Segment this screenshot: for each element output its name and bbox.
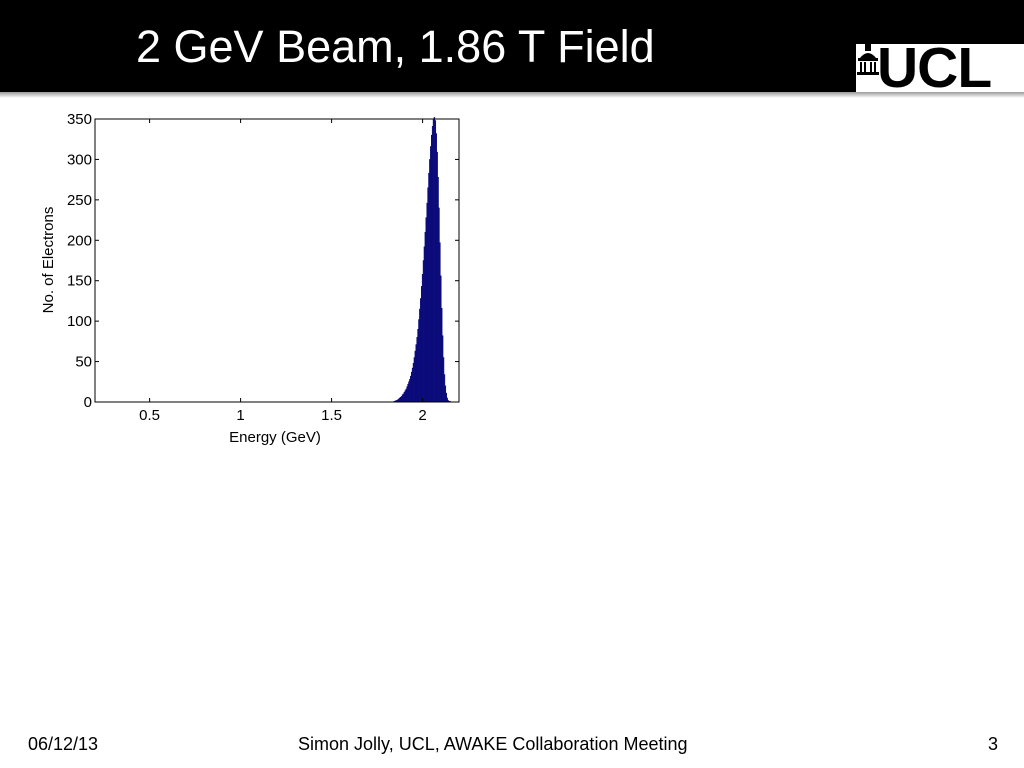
slide-title: 2 GeV Beam, 1.86 T Field <box>136 21 655 72</box>
page-number: 3 <box>988 734 999 754</box>
x-tick-label: 0.5 <box>139 407 160 424</box>
x-axis-label: Energy (GeV) <box>229 429 321 446</box>
y-tick-label: 250 <box>67 192 92 209</box>
y-tick-label: 350 <box>67 111 92 128</box>
x-axis-ticks: 0.5 1 1.5 2 <box>139 119 427 424</box>
plot-area <box>94 118 460 403</box>
portico-icon <box>857 44 879 75</box>
title-bar <box>0 0 1024 92</box>
x-tick-label: 1.5 <box>321 407 342 424</box>
ucl-logo: UCL <box>856 39 1024 97</box>
footer-date: 06/12/13 <box>28 734 99 754</box>
y-tick-label: 0 <box>84 394 92 411</box>
y-tick-label: 150 <box>67 273 92 290</box>
footer-author: Simon Jolly, UCL, AWAKE Collaboration Me… <box>298 734 688 754</box>
plot-border <box>94 118 460 403</box>
x-tick-label: 1 <box>236 407 244 424</box>
y-tick-label: 300 <box>67 151 92 168</box>
energy-histogram: 0.5 1 1.5 2 0 50 100 150 200 250 300 350 Energy (G… <box>40 111 460 446</box>
y-tick-label: 100 <box>67 313 92 330</box>
x-tick-label: 2 <box>418 407 426 424</box>
y-tick-label: 50 <box>75 354 92 371</box>
title-bar-shadow <box>0 92 1024 98</box>
y-axis-label: No. of Electrons <box>40 207 57 314</box>
y-tick-label: 200 <box>67 232 92 249</box>
logo-text: UCL <box>877 36 992 100</box>
